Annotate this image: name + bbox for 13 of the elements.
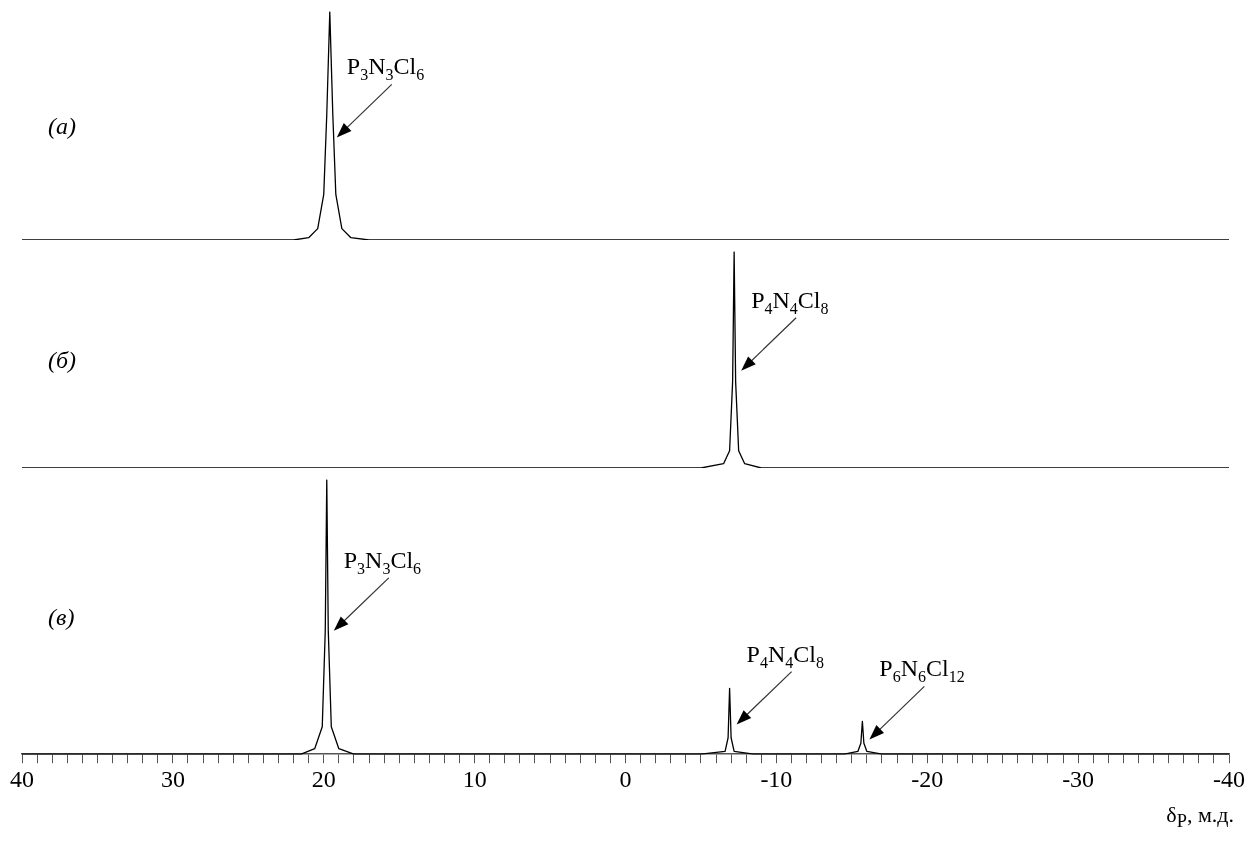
x-tick-label: -40 [1213, 765, 1245, 792]
x-tick-label: -20 [911, 765, 944, 792]
x-tick-label: 40 [10, 765, 34, 792]
x-tick-label: 0 [619, 765, 632, 792]
x-tick-label: -10 [760, 765, 793, 792]
x-tick-label: -30 [1062, 765, 1095, 792]
annotation: (а) [48, 113, 76, 139]
annotation: (б) [48, 347, 77, 373]
x-tick-label: 30 [160, 765, 185, 792]
annotation: (в) [48, 604, 75, 631]
x-tick-label: 10 [462, 765, 487, 792]
x-axis-title: δ$_{P}$, м.д. [1166, 802, 1234, 833]
x-tick-label: 20 [311, 765, 336, 792]
